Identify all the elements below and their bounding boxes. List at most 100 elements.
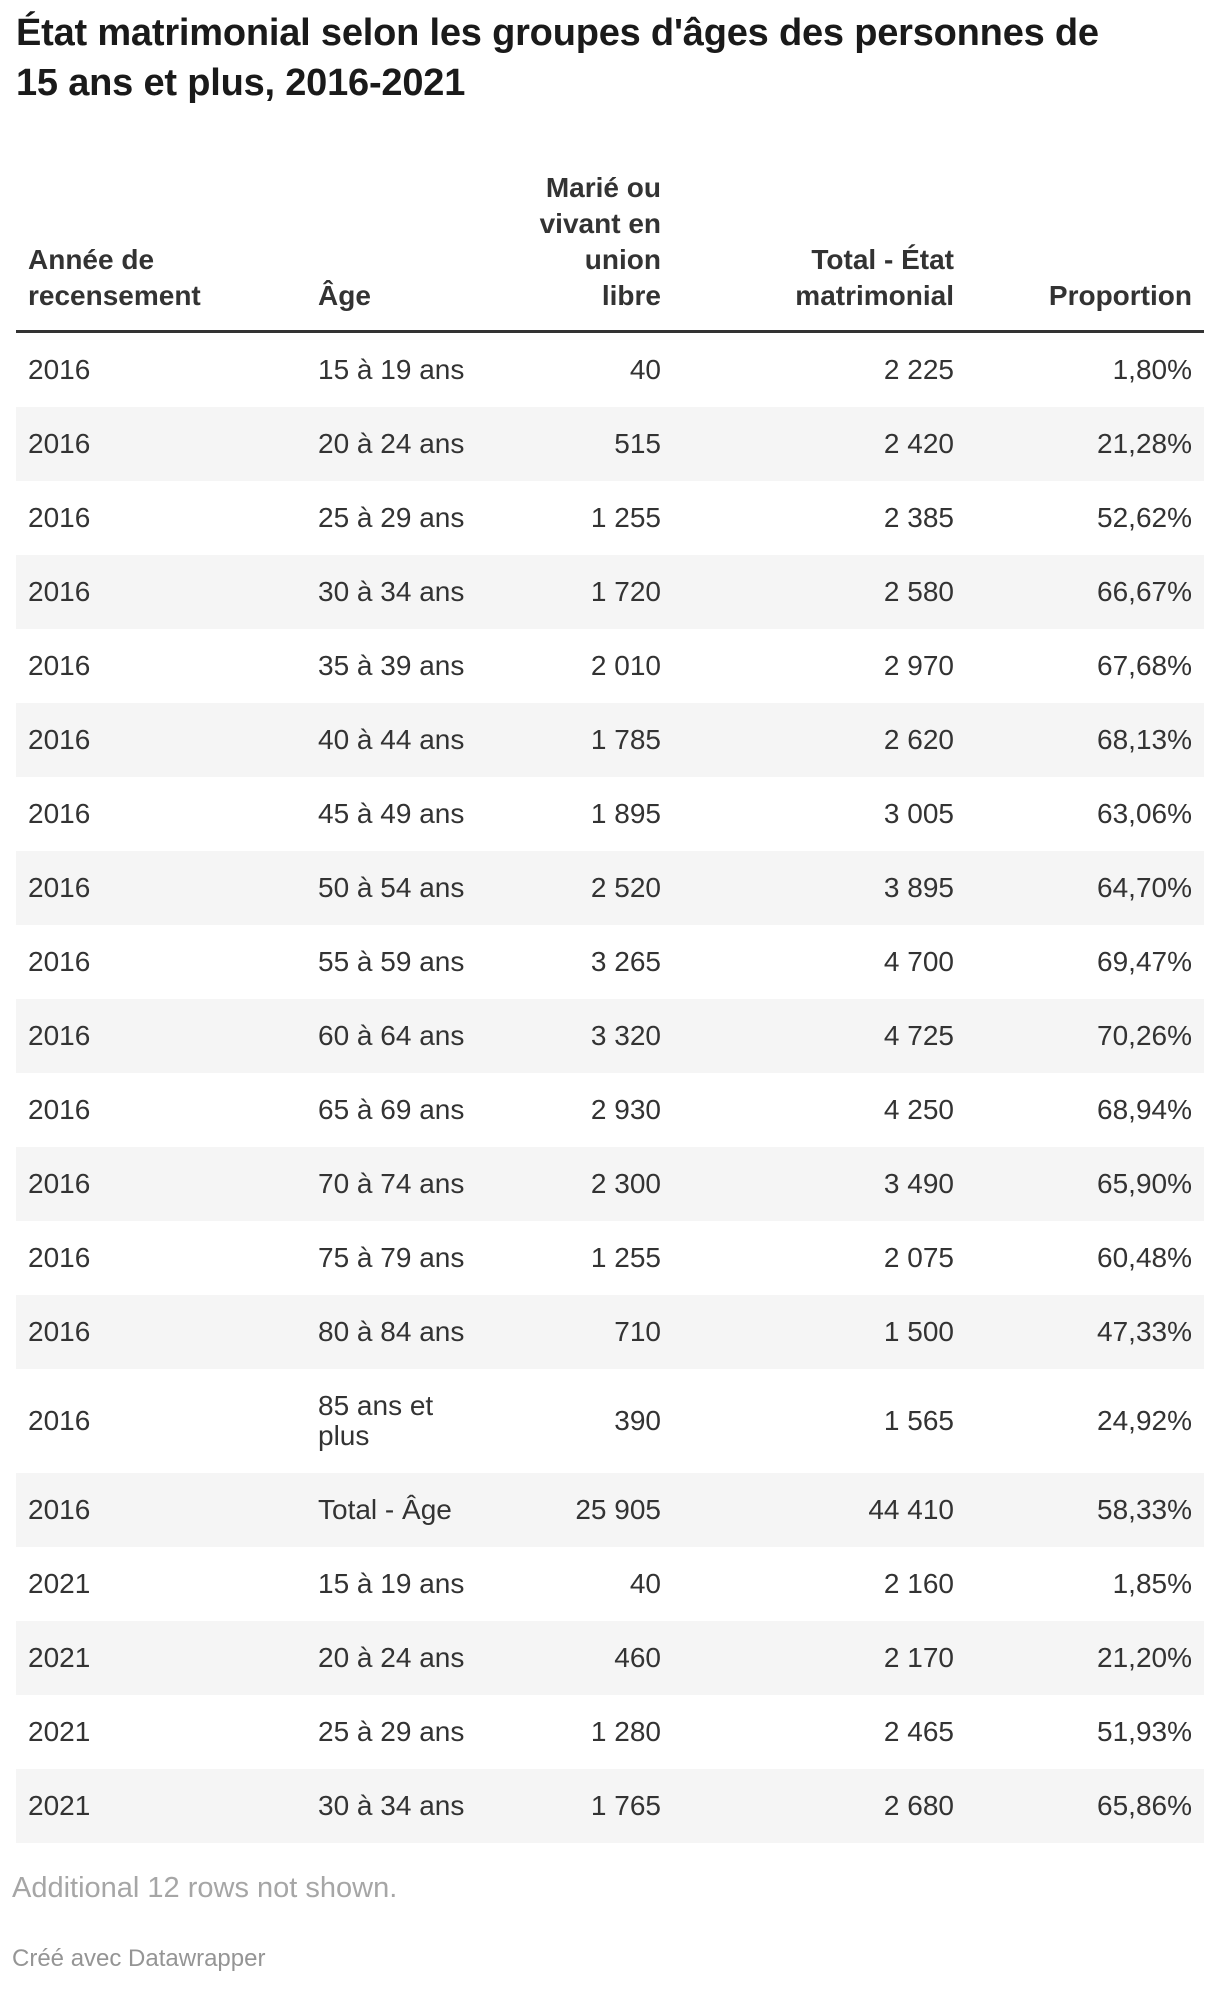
cell: 2016 [28,1494,91,1525]
cell: 40 [629,354,661,385]
cell: 2016 [28,724,91,755]
cell: 3 490 [883,1168,954,1199]
cell: 2021 [28,1642,91,1673]
cell: 460 [614,1642,661,1673]
cell: 2 420 [883,428,954,459]
column-header-5: Proportion [966,170,1204,333]
cell: 63,06% [1097,798,1192,829]
cell: 25 905 [575,1494,661,1525]
cell: 64,70% [1097,872,1192,903]
cell: 65 à 69 ans [318,1094,465,1125]
cell: 65,86% [1097,1790,1192,1821]
cell: 2021 [28,1790,91,1821]
cell: 2016 [28,1168,91,1199]
cell: 21,20% [1097,1642,1192,1673]
cell: 2 580 [883,576,954,607]
cell: 30 à 34 ans [318,1790,465,1821]
chart-title: État matrimonial selon les groupes d'âge… [16,12,1099,104]
cell: 20 à 24 ans [318,428,465,459]
cell: 2 930 [590,1094,661,1125]
cell: 2021 [28,1568,91,1599]
cell: 2016 [28,1020,91,1051]
table-row: 2016 65 à 69 ans 2 930 4 250 68,94% [16,1073,1204,1147]
cell: 2 300 [590,1168,661,1199]
cell: 25 à 29 ans [318,1716,465,1747]
cell: 2 010 [590,650,661,681]
cell: 2 970 [883,650,954,681]
cell: 65,90% [1097,1168,1192,1199]
cell: 20 à 24 ans [318,1642,465,1673]
cell: 58,33% [1097,1494,1192,1525]
cell: 2016 [28,1405,91,1436]
cell: 710 [614,1316,661,1347]
column-header-2: Âge [306,170,491,333]
credit-line: Créé avec Datawrapper [12,1944,1204,1973]
table-body: 2016 15 à 19 ans 40 2 225 1,80% 2016 20 à 24 a… [16,332,1204,1843]
table-row: 2016 25 à 29 ans 1 255 2 385 52,62% [16,481,1204,555]
table-row: 2021 15 à 19 ans 40 2 160 1,85% [16,1547,1204,1621]
datawrapper-credit-link[interactable]: Créé avec Datawrapper [12,1945,266,1972]
cell: 45 à 49 ans [318,798,465,829]
cell: 21,28% [1097,428,1192,459]
cell: 2 160 [883,1568,954,1599]
table-row: 2016 20 à 24 ans 515 2 420 21,28% [16,407,1204,481]
cell: 70 à 74 ans [318,1168,465,1199]
cell: 52,62% [1097,502,1192,533]
table-row: 2016 30 à 34 ans 1 720 2 580 66,67% [16,555,1204,629]
cell: 2016 [28,650,91,681]
cell: 51,93% [1097,1716,1192,1747]
table-row: 2021 20 à 24 ans 460 2 170 21,20% [16,1621,1204,1695]
cell: 2016 [28,1242,91,1273]
cell: 2 620 [883,724,954,755]
table-row: 2016 Total - Âge 25 905 44 410 58,33% [16,1473,1204,1547]
cell: Total - Âge [318,1494,452,1525]
cell: 2021 [28,1716,91,1747]
cell: 1 565 [883,1405,954,1436]
cell: 2016 [28,946,91,977]
cell: 2 075 [883,1242,954,1273]
cell: 3 265 [590,946,661,977]
cell: 24,92% [1097,1405,1192,1436]
cell: 2 680 [883,1790,954,1821]
header-row: Année de recensement Âge Marié ou vivant e… [16,170,1204,333]
column-header-3: Marié ou vivant en union libre [491,170,673,333]
table-row: 2021 25 à 29 ans 1 280 2 465 51,93% [16,1695,1204,1769]
cell: 1 255 [590,1242,661,1273]
table-row: 2016 75 à 79 ans 1 255 2 075 60,48% [16,1221,1204,1295]
table-row: 2016 85 ans et plus 390 1 565 24,92% [16,1369,1204,1473]
table-row: 2016 35 à 39 ans 2 010 2 970 67,68% [16,629,1204,703]
cell: 80 à 84 ans [318,1316,465,1347]
rows-not-shown-note: Additional 12 rows not shown. [12,1872,398,1904]
cell: 4 725 [883,1020,954,1051]
cell: 4 250 [883,1094,954,1125]
table-row: 2016 45 à 49 ans 1 895 3 005 63,06% [16,777,1204,851]
table-row: 2016 80 à 84 ans 710 1 500 47,33% [16,1295,1204,1369]
cell: 66,67% [1097,576,1192,607]
cell: 40 [629,1568,661,1599]
cell: 1 765 [590,1790,661,1821]
cell: 3 005 [883,798,954,829]
cell: 68,94% [1097,1094,1192,1125]
column-header-4: Total - État matrimonial [673,170,966,333]
cell: 2016 [28,502,91,533]
cell: 1 720 [590,576,661,607]
cell: 3 320 [590,1020,661,1051]
cell: 1 500 [883,1316,954,1347]
cell: 44 410 [868,1494,954,1525]
cell: 2 465 [883,1716,954,1747]
cell: 69,47% [1097,946,1192,977]
cell: 60,48% [1097,1242,1192,1273]
cell: 2016 [28,354,91,385]
cell: 2 225 [883,354,954,385]
cell: 30 à 34 ans [318,576,465,607]
cell: 1 255 [590,502,661,533]
cell: 67,68% [1097,650,1192,681]
table-row: 2016 40 à 44 ans 1 785 2 620 68,13% [16,703,1204,777]
table-row: 2021 30 à 34 ans 1 765 2 680 65,86% [16,1769,1204,1843]
cell: 515 [614,428,661,459]
table-row: 2016 55 à 59 ans 3 265 4 700 69,47% [16,925,1204,999]
cell: 1 895 [590,798,661,829]
cell: 60 à 64 ans [318,1020,465,1051]
cell: 1 785 [590,724,661,755]
